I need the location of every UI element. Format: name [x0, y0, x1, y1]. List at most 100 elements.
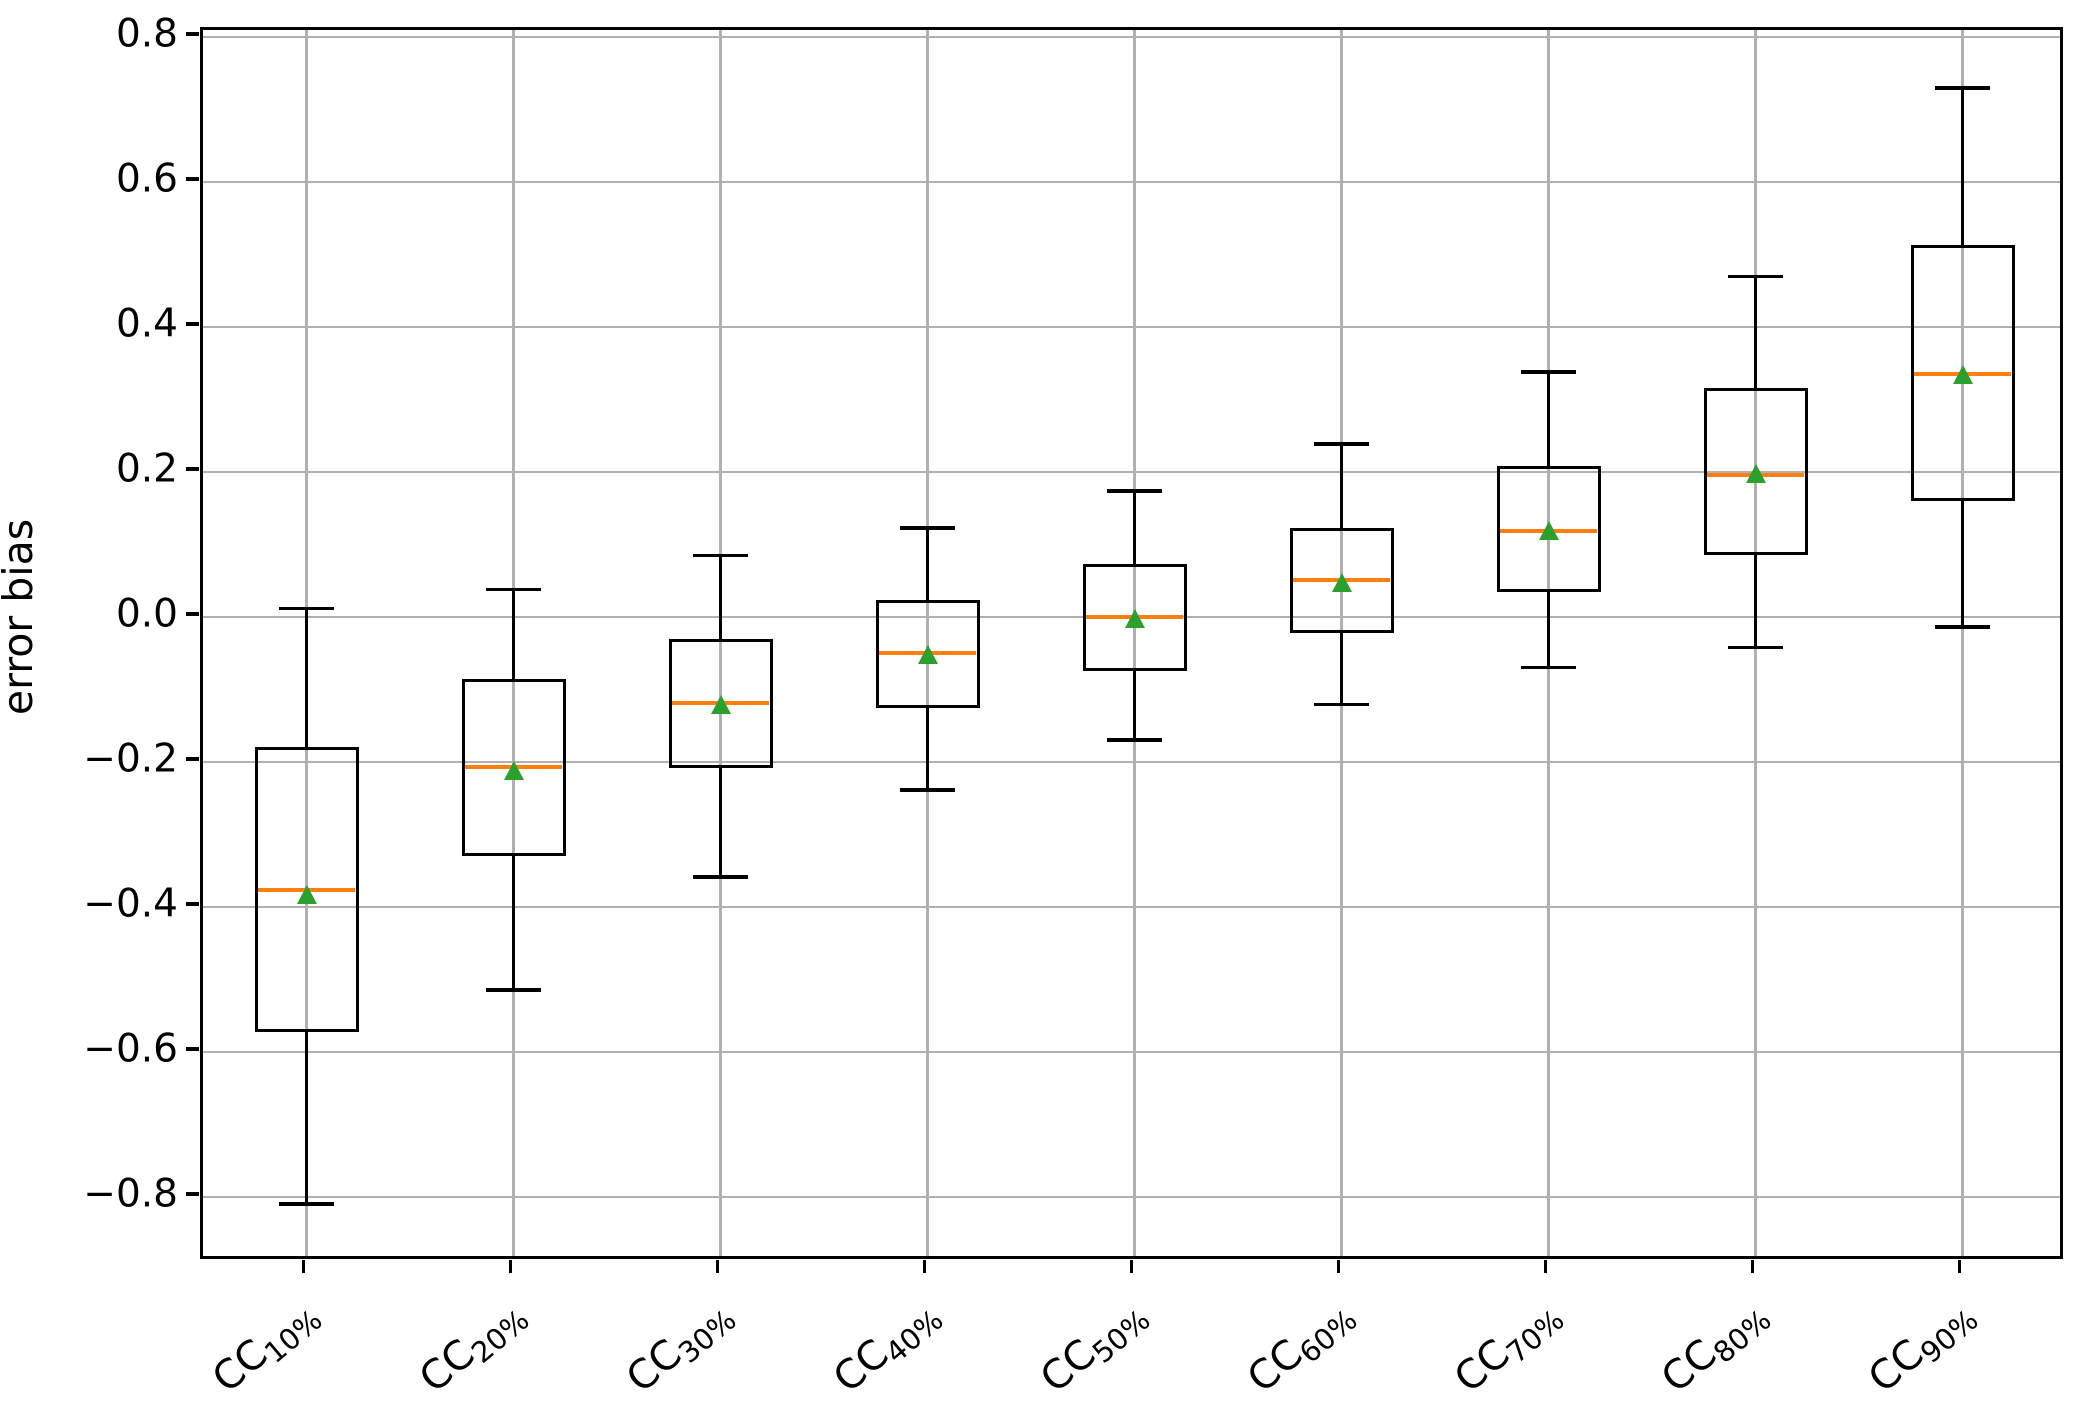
lower-whisker-line	[1753, 555, 1758, 648]
box-iqr	[875, 599, 980, 708]
y-tick-label: 0.8	[115, 11, 178, 57]
x-tick-mark	[1129, 1260, 1134, 1273]
x-tick-label: CC60%	[1239, 1290, 1364, 1406]
horizontal-gridline	[203, 35, 2060, 39]
y-tick-label: 0.2	[115, 446, 178, 492]
upper-whisker-line	[1339, 443, 1344, 528]
mean-marker-triangle	[1745, 464, 1766, 484]
lower-whisker-line	[1132, 670, 1137, 741]
lower-whisker-cap	[1314, 702, 1369, 707]
x-tick-label: CC10%	[204, 1290, 329, 1406]
x-tick-label: CC80%	[1653, 1290, 1778, 1406]
upper-whisker-cap	[693, 553, 748, 558]
horizontal-gridline	[203, 470, 2060, 474]
vertical-gridline	[719, 30, 722, 1256]
mean-marker-triangle	[1952, 365, 1973, 385]
upper-whisker-line	[1753, 276, 1758, 388]
box-iqr	[1082, 564, 1187, 671]
lower-whisker-cap	[1107, 738, 1162, 742]
box-iqr	[461, 679, 566, 857]
y-tick-mark	[186, 322, 199, 326]
lower-whisker-cap	[1521, 665, 1576, 670]
x-tick-mark	[1957, 1260, 1962, 1273]
x-tick-label: CC90%	[1860, 1290, 1985, 1406]
horizontal-gridline	[203, 325, 2060, 329]
x-tick-mark	[922, 1260, 927, 1273]
y-tick-label: −0.8	[83, 1171, 178, 1217]
lower-whisker-cap	[279, 1202, 334, 1206]
lower-whisker-cap	[900, 788, 955, 792]
mean-marker-triangle	[917, 645, 938, 665]
y-tick-label: 0.0	[115, 591, 178, 637]
upper-whisker-line	[1546, 372, 1551, 466]
upper-whisker-cap	[1935, 86, 1990, 90]
upper-whisker-cap	[486, 587, 541, 592]
y-tick-mark	[186, 467, 199, 471]
x-tick-label: CC20%	[411, 1290, 536, 1406]
horizontal-gridline	[203, 905, 2060, 909]
y-tick-label: −0.2	[83, 736, 178, 782]
mean-marker-triangle	[1124, 608, 1145, 628]
upper-whisker-line	[718, 555, 723, 639]
upper-whisker-cap	[1728, 274, 1783, 279]
x-tick-mark	[715, 1260, 720, 1273]
vertical-gridline	[1133, 30, 1136, 1256]
lower-whisker-line	[1960, 501, 1965, 628]
x-tick-mark	[301, 1260, 306, 1273]
y-tick-label: −0.6	[83, 1026, 178, 1072]
upper-whisker-line	[925, 527, 930, 600]
lower-whisker-cap	[1935, 625, 1990, 629]
upper-whisker-cap	[279, 606, 334, 611]
box-iqr	[1703, 388, 1808, 556]
x-tick-mark	[1336, 1260, 1341, 1273]
vertical-gridline	[1961, 30, 1964, 1256]
lower-whisker-line	[304, 1032, 309, 1205]
mean-marker-triangle	[296, 885, 317, 905]
upper-whisker-cap	[1521, 370, 1576, 374]
y-tick-mark	[186, 612, 199, 616]
mean-marker-triangle	[710, 695, 731, 715]
box-iqr	[668, 638, 773, 768]
y-tick-mark	[186, 32, 199, 36]
lower-whisker-line	[1339, 632, 1344, 705]
lower-whisker-cap	[693, 875, 748, 879]
horizontal-gridline	[203, 1050, 2060, 1054]
y-tick-mark	[186, 177, 199, 181]
lower-whisker-line	[511, 856, 516, 991]
y-tick-label: 0.6	[115, 156, 178, 202]
upper-whisker-line	[511, 589, 516, 680]
upper-whisker-line	[1132, 490, 1137, 565]
lower-whisker-line	[925, 707, 930, 791]
mean-marker-triangle	[1538, 521, 1559, 541]
lower-whisker-line	[718, 767, 723, 878]
lower-whisker-cap	[1728, 645, 1783, 650]
x-tick-mark	[1543, 1260, 1548, 1273]
x-tick-label: CC30%	[618, 1290, 743, 1406]
y-tick-mark	[186, 1192, 199, 1196]
upper-whisker-cap	[1107, 489, 1162, 493]
mean-marker-triangle	[503, 761, 524, 781]
upper-whisker-cap	[900, 526, 955, 530]
horizontal-gridline	[203, 180, 2060, 184]
y-tick-label: 0.4	[115, 301, 178, 347]
lower-whisker-line	[1546, 592, 1551, 668]
upper-whisker-line	[1960, 87, 1965, 246]
lower-whisker-cap	[486, 988, 541, 992]
box-iqr	[1910, 245, 2015, 502]
box-iqr	[1496, 465, 1601, 593]
upper-whisker-cap	[1314, 442, 1369, 446]
mean-marker-triangle	[1331, 572, 1352, 592]
x-tick-mark	[1750, 1260, 1755, 1273]
box-iqr	[254, 747, 359, 1033]
y-tick-mark	[186, 902, 199, 906]
upper-whisker-line	[304, 608, 309, 748]
plot-area	[200, 27, 2063, 1259]
y-tick-mark	[186, 757, 199, 761]
horizontal-gridline	[203, 760, 2060, 764]
horizontal-gridline	[203, 1195, 2060, 1199]
x-tick-label: CC70%	[1446, 1290, 1571, 1406]
box-iqr	[1289, 527, 1394, 633]
y-tick-mark	[186, 1047, 199, 1051]
x-tick-label: CC50%	[1032, 1290, 1157, 1406]
